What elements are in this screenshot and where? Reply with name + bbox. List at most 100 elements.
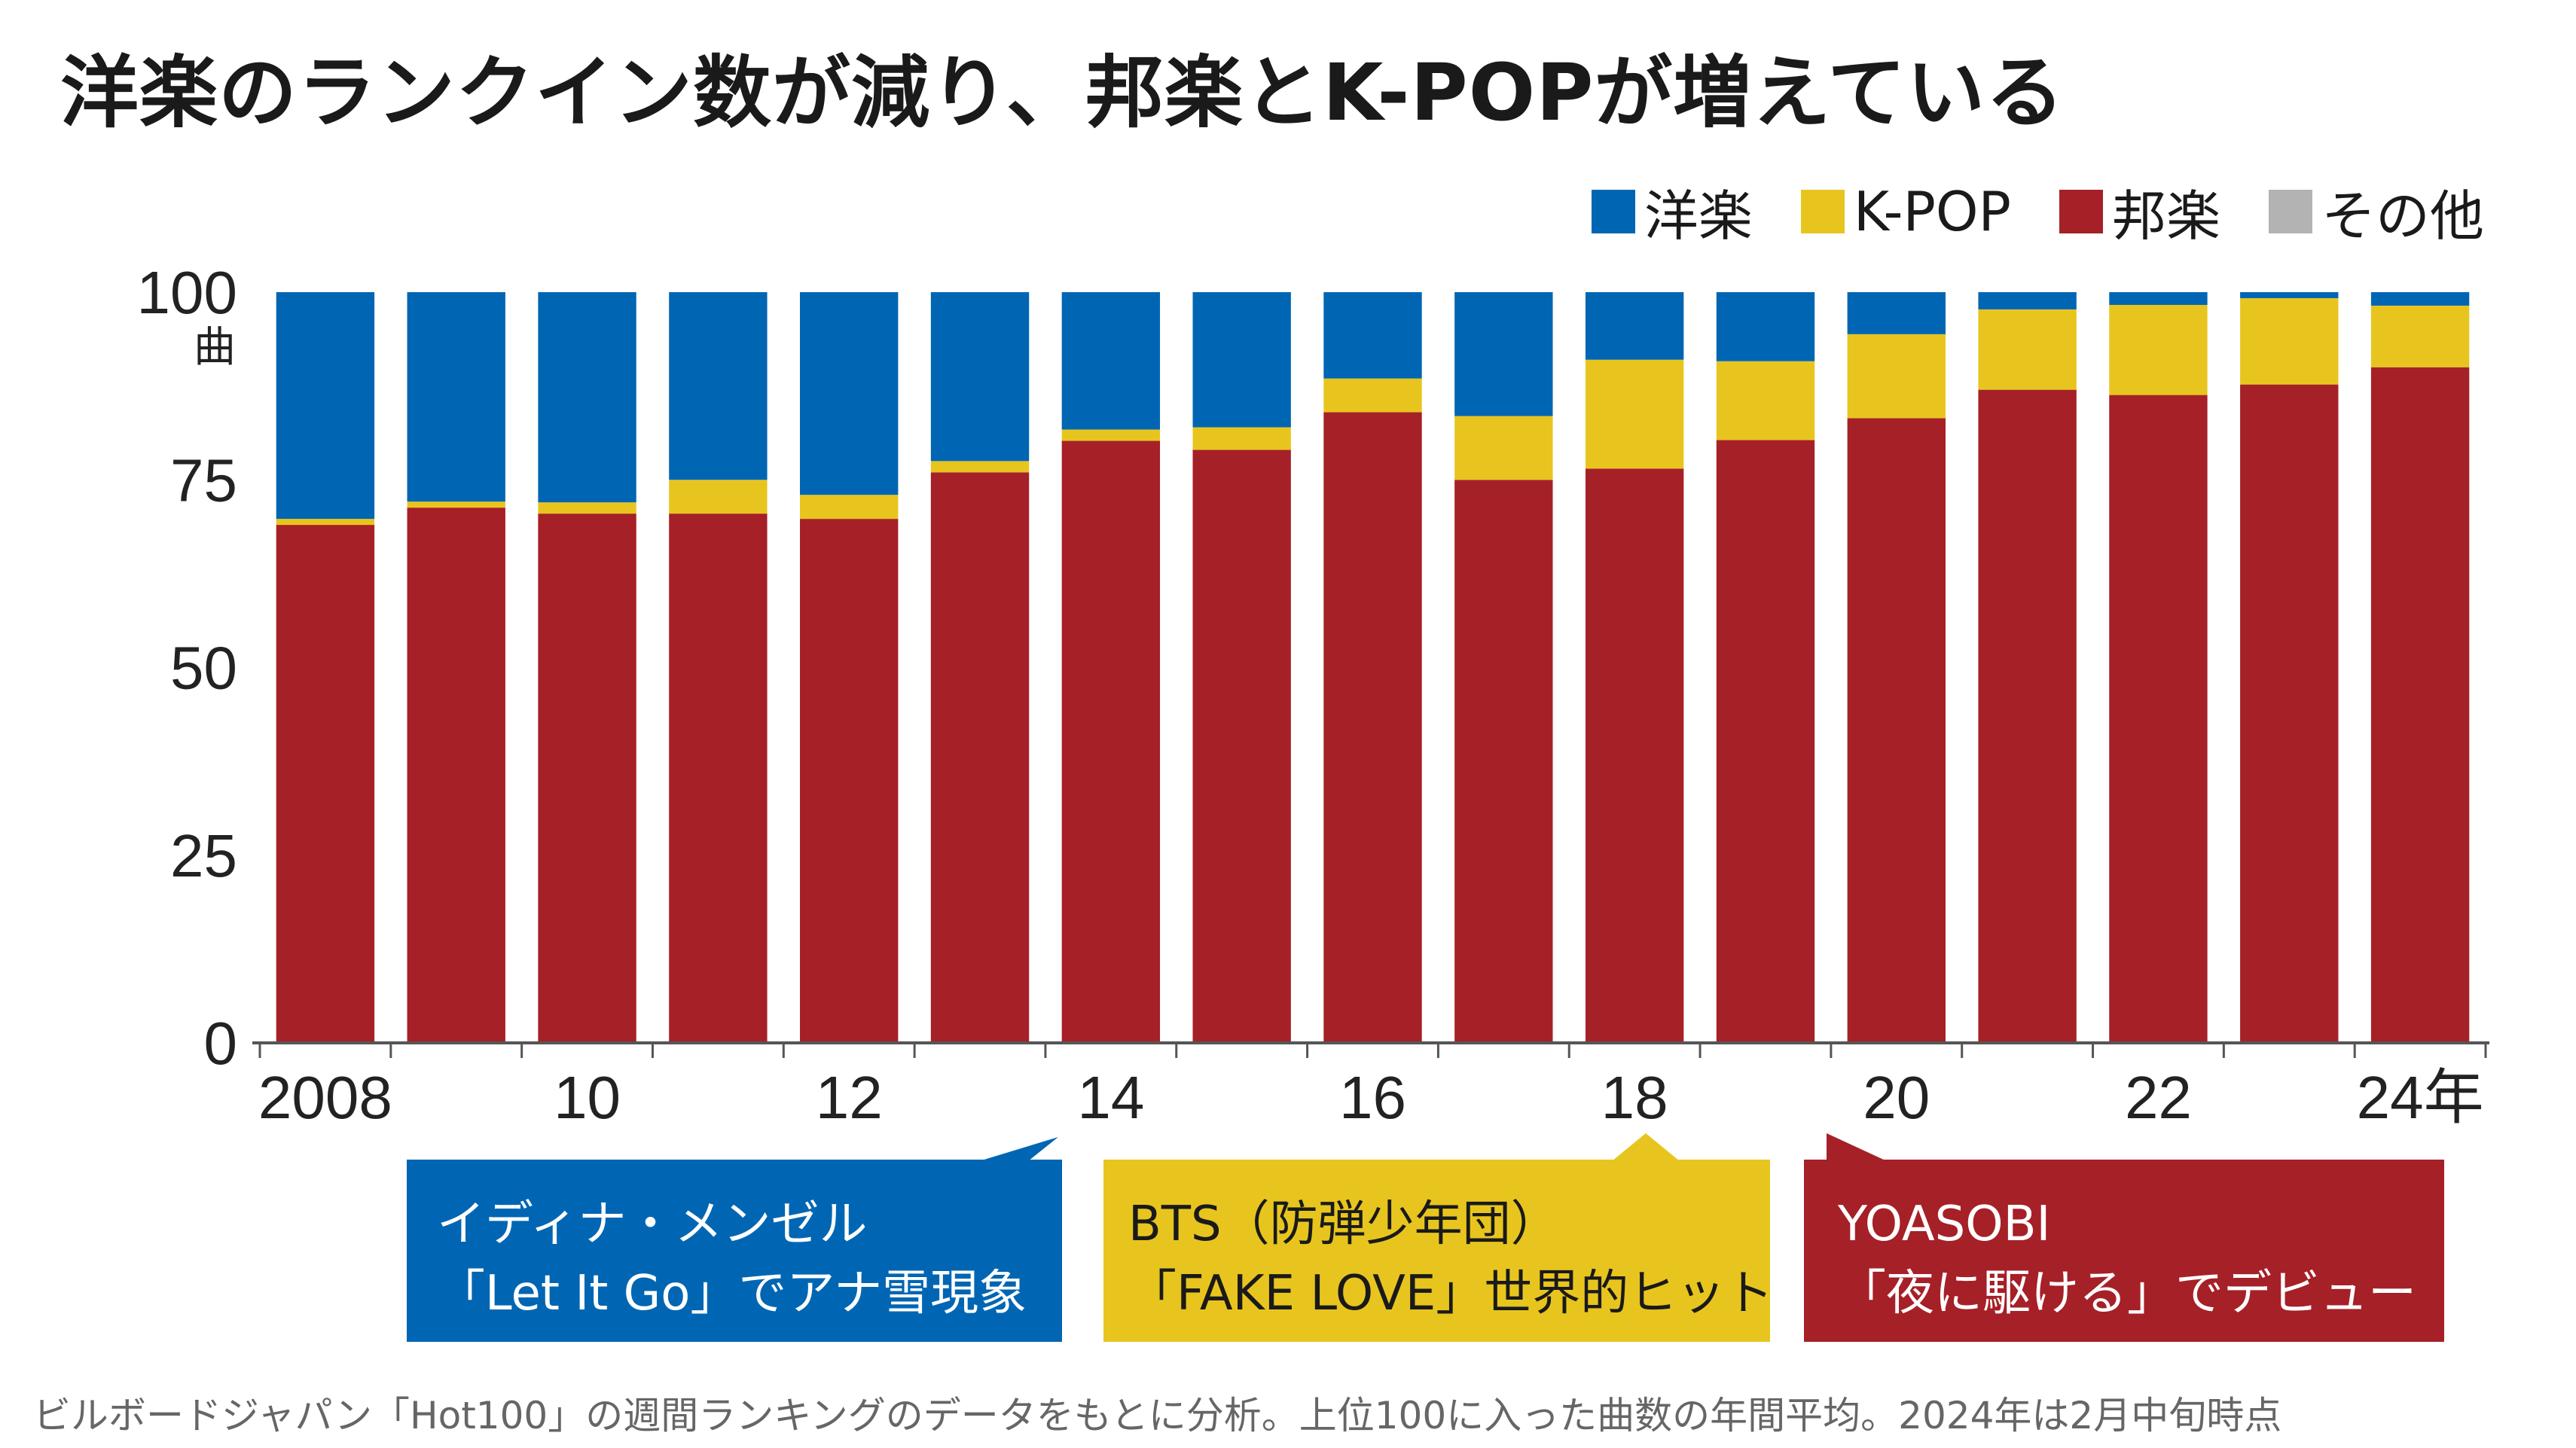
y-unit-label: 曲 <box>194 323 236 370</box>
bar-japanese-2010 <box>538 514 636 1043</box>
callout-let-it-go-line1: イディナ・メンゼル <box>437 1197 868 1252</box>
source-footnote: ビルボードジャパン「Hot100」の週間ランキングのデータをもとに分析。上位10… <box>33 1394 2282 1437</box>
bar-western-2020 <box>1847 292 1946 334</box>
y-tick-label-25: 25 <box>170 822 237 889</box>
callout-text-let-it-go: イディナ・メンゼル 「Let It Go」でアナ雪現象 <box>437 1190 1027 1328</box>
bar-kpop-2008 <box>276 519 375 526</box>
x-tick-label-2022: 22 <box>2125 1064 2192 1131</box>
bar-kpop-2011 <box>669 480 768 514</box>
bar-japanese-2018 <box>1585 468 1684 1043</box>
bars-group <box>276 292 2470 1044</box>
callout-shapes <box>407 1133 2444 1342</box>
y-tick-label-75: 75 <box>170 447 237 514</box>
chart-title: 洋楽のランクイン数が減り、邦楽とK-POPが増えている <box>60 47 2065 139</box>
callout-let-it-go-line2: 「Let It Go」でアナ雪現象 <box>437 1266 1027 1321</box>
bar-kpop-2015 <box>1192 427 1291 450</box>
bar-western-2008 <box>276 292 375 520</box>
callout-yoasobi-line1: YOASOBI <box>1838 1197 2051 1252</box>
bar-western-2011 <box>669 292 768 480</box>
y-labels-group: 100 75 50 25 0 <box>137 259 237 1077</box>
legend: 洋楽 K-POP 邦楽 その他 <box>1543 172 2484 251</box>
legend-swatch-japanese <box>2059 189 2103 233</box>
bar-kpop-2010 <box>538 502 636 514</box>
bar-kpop-2014 <box>1061 429 1161 441</box>
bar-japanese-2017 <box>1454 480 1553 1043</box>
callout-yoasobi-line2: 「夜に駆ける」でデビュー <box>1838 1266 2416 1321</box>
bar-western-2017 <box>1454 292 1553 416</box>
bar-japanese-2014 <box>1061 440 1161 1043</box>
bar-kpop-2018 <box>1585 359 1684 469</box>
callout-box-yoasobi <box>1804 1160 2444 1342</box>
bar-western-2010 <box>538 292 636 503</box>
bar-kpop-2022 <box>2109 304 2208 395</box>
bar-western-2022 <box>2109 292 2208 305</box>
legend-swatch-other <box>2268 189 2312 233</box>
x-ticks-group: 2008 10 12 14 16 18 20 22 24年 <box>258 1043 2487 1131</box>
legend-label-japanese: 邦楽 <box>2111 184 2220 248</box>
bar-japanese-2016 <box>1323 412 1422 1043</box>
legend-label-other: その他 <box>2321 184 2484 248</box>
legend-item-kpop: K-POP <box>1800 179 2011 243</box>
legend-label-kpop: K-POP <box>1853 179 2011 243</box>
bar-western-2018 <box>1585 292 1684 360</box>
callout-box-let-it-go <box>407 1160 1062 1342</box>
x-tick-label-2024: 24年 <box>2357 1064 2484 1131</box>
x-tick-label-2018: 18 <box>1601 1064 1668 1131</box>
bar-kpop-2021 <box>1978 309 2077 390</box>
legend-item-western: 洋楽 <box>1591 172 1753 251</box>
callout-pointer-yoasobi <box>1827 1133 1887 1161</box>
callout-box-bts <box>1103 1160 1770 1342</box>
bar-kpop-2016 <box>1323 378 1422 413</box>
callout-text-yoasobi: YOASOBI 「夜に駆ける」でデビュー <box>1838 1190 2416 1328</box>
bar-japanese-2012 <box>800 519 899 1043</box>
bar-japanese-2019 <box>1716 440 1815 1043</box>
bar-kpop-2023 <box>2240 297 2339 385</box>
legend-item-japanese: 邦楽 <box>2059 172 2220 251</box>
bar-japanese-2022 <box>2109 395 2208 1043</box>
bar-western-2021 <box>1978 292 2077 309</box>
bar-japanese-2008 <box>276 525 375 1043</box>
bar-western-2016 <box>1323 292 1422 379</box>
callout-pointer-let-it-go <box>979 1137 1058 1161</box>
legend-swatch-kpop <box>1800 189 1845 233</box>
bar-western-2009 <box>407 292 505 502</box>
callout-text-bts: BTS（防弾少年団） 「FAKE LOVE」世界的ヒット <box>1128 1190 1773 1328</box>
legend-swatch-western <box>1591 189 1635 233</box>
y-tick-label-0: 0 <box>204 1010 238 1077</box>
x-tick-label-2016: 16 <box>1339 1064 1406 1131</box>
bar-japanese-2023 <box>2240 384 2339 1044</box>
bar-japanese-2015 <box>1192 450 1291 1043</box>
bar-japanese-2011 <box>669 514 768 1043</box>
bar-kpop-2013 <box>930 461 1030 473</box>
bar-japanese-2024 <box>2370 367 2470 1043</box>
y-tick-label-50: 50 <box>170 635 237 702</box>
bar-japanese-2021 <box>1978 389 2077 1043</box>
bar-japanese-2020 <box>1847 418 1946 1043</box>
bar-western-2013 <box>930 292 1030 462</box>
bar-japanese-2009 <box>407 508 505 1043</box>
callout-bts-line2: 「FAKE LOVE」世界的ヒット <box>1128 1266 1774 1321</box>
legend-item-other: その他 <box>2268 172 2484 251</box>
bar-kpop-2017 <box>1454 416 1553 480</box>
legend-label-western: 洋楽 <box>1644 184 1753 248</box>
x-tick-label-2010: 10 <box>554 1064 621 1131</box>
callout-bts-line1: BTS（防弾少年団） <box>1128 1197 1559 1252</box>
bar-japanese-2013 <box>930 472 1030 1043</box>
bar-kpop-2012 <box>800 495 899 520</box>
bar-kpop-2020 <box>1847 334 1946 419</box>
bar-kpop-2024 <box>2370 305 2470 367</box>
callout-pointer-bts <box>1612 1133 1680 1161</box>
x-tick-label-2020: 20 <box>1863 1064 1930 1131</box>
x-tick-label-2008: 2008 <box>258 1064 392 1131</box>
x-tick-label-2012: 12 <box>816 1064 883 1131</box>
bar-western-2019 <box>1716 292 1815 361</box>
y-tick-label-100: 100 <box>137 259 237 326</box>
bar-western-2014 <box>1061 292 1161 430</box>
bar-western-2024 <box>2370 292 2470 306</box>
bar-western-2023 <box>2240 292 2339 298</box>
bar-kpop-2009 <box>407 501 505 508</box>
bar-kpop-2019 <box>1716 361 1815 440</box>
bar-western-2015 <box>1192 292 1291 428</box>
x-tick-label-2014: 14 <box>1077 1064 1144 1131</box>
